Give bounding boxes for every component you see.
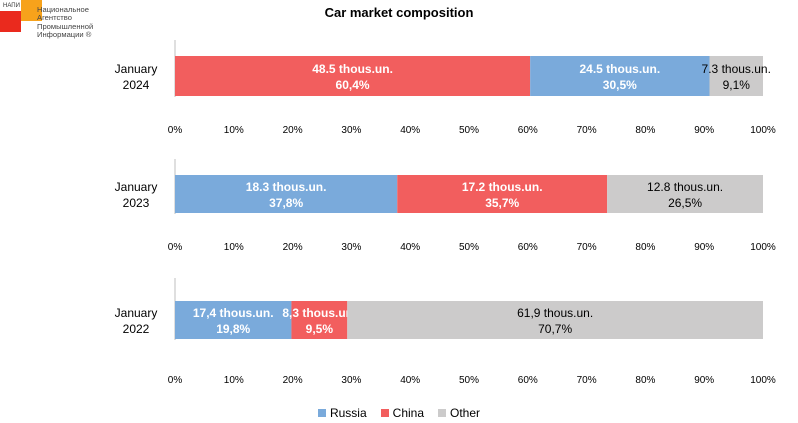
legend-label: Russia — [329, 406, 367, 420]
data-label-value: 61,9 thous.un. — [517, 306, 593, 320]
x-tick-label: 90% — [694, 125, 714, 136]
bar-segment-russia — [530, 56, 710, 96]
x-tick-label: 100% — [750, 375, 776, 386]
chart-title: Car market composition — [324, 5, 474, 20]
legend-item-russia: Russia — [317, 406, 367, 420]
logo-name-line: Информации ® — [37, 29, 92, 39]
stacked-bar-chart: January 2024 48.5 thous.un. 60,4% 24.5 thous… — [115, 40, 776, 386]
x-tick-label: 90% — [694, 242, 714, 253]
x-tick-label: 0% — [168, 125, 183, 136]
x-tick-label: 70% — [577, 125, 597, 136]
bar-segment-russia — [175, 301, 292, 339]
x-tick-label: 60% — [518, 125, 538, 136]
legend-swatch-russia — [317, 409, 326, 417]
data-label-value: 17.2 thous.un. — [462, 180, 543, 194]
category-label: January — [115, 180, 158, 194]
x-tick-label: 20% — [283, 375, 303, 386]
logo-name: Национальное Агентство Промышленной Инфо… — [37, 5, 117, 39]
data-label-percent: 35,7% — [485, 196, 519, 210]
data-label-value: 8,3 thous.un. — [282, 306, 356, 320]
logo-name-line: Агентство — [37, 13, 72, 23]
x-tick-label: 60% — [518, 242, 538, 253]
napi-logo: НАПИ Национальное Агентство Промышленной… — [0, 0, 110, 40]
data-label-percent: 26,5% — [668, 196, 702, 210]
legend-swatch-china — [380, 409, 389, 417]
bar-segment-china — [397, 175, 608, 213]
x-tick-label: 90% — [694, 375, 714, 386]
data-label-percent: 70,7% — [538, 322, 572, 336]
data-label-value: 24.5 thous.un. — [579, 62, 660, 76]
x-tick-label: 10% — [224, 242, 244, 253]
data-label-value: 17,4 thous.un. — [193, 306, 274, 320]
x-tick-label: 40% — [400, 375, 420, 386]
data-label-percent: 37,8% — [269, 196, 303, 210]
legend-label: Other — [450, 406, 481, 420]
x-tick-label: 30% — [341, 375, 361, 386]
x-tick-label: 30% — [341, 242, 361, 253]
logo-red-square — [0, 11, 21, 32]
x-tick-label: 100% — [750, 125, 776, 136]
x-tick-label: 20% — [283, 125, 303, 136]
data-label-percent: 19,8% — [216, 322, 250, 336]
legend-item-china: China — [380, 406, 425, 420]
logo-orange-square — [21, 0, 42, 21]
logo-name-line: Национальное — [37, 5, 89, 14]
data-label-percent: 30,5% — [603, 78, 637, 92]
bar-segment-other — [709, 56, 763, 96]
bar-segment-china — [175, 56, 531, 96]
x-tick-label: 80% — [635, 125, 655, 136]
data-label-percent: 60,4% — [336, 78, 370, 92]
category-label: January — [115, 306, 158, 320]
x-tick-label: 20% — [283, 242, 303, 253]
logo-abbreviation: НАПИ — [3, 3, 20, 9]
x-tick-label: 70% — [577, 242, 597, 253]
logo-name-line: Промышленной — [37, 21, 94, 31]
x-tick-label: 40% — [400, 242, 420, 253]
bar-segment-other — [607, 175, 763, 213]
x-tick-label: 80% — [635, 242, 655, 253]
data-label-value: 12.8 thous.un. — [647, 180, 723, 194]
data-label-percent: 9,5% — [306, 322, 334, 336]
x-tick-label: 0% — [168, 375, 183, 386]
x-tick-label: 30% — [341, 125, 361, 136]
category-label: January — [115, 62, 158, 76]
data-label-percent: 9,1% — [723, 78, 751, 92]
x-tick-label: 10% — [224, 125, 244, 136]
data-label-value: 48.5 thous.un. — [312, 62, 393, 76]
chart-legend: Russia China Other — [0, 406, 798, 420]
x-tick-label: 10% — [224, 375, 244, 386]
x-tick-label: 80% — [635, 375, 655, 386]
x-tick-label: 50% — [459, 375, 479, 386]
bar-segment-other — [347, 301, 763, 339]
data-label-value: 7.3 thous.un. — [702, 62, 771, 76]
bar-segment-china — [291, 301, 348, 339]
x-tick-label: 40% — [400, 125, 420, 136]
category-label: 2024 — [123, 78, 150, 92]
x-tick-label: 70% — [577, 375, 597, 386]
x-tick-label: 60% — [518, 375, 538, 386]
x-tick-label: 0% — [168, 242, 183, 253]
data-label-value: 18.3 thous.un. — [246, 180, 327, 194]
legend-item-other: Other — [438, 406, 480, 420]
x-tick-label: 50% — [459, 125, 479, 136]
category-label: 2023 — [123, 196, 150, 210]
x-tick-label: 100% — [750, 242, 776, 253]
legend-label: China — [392, 406, 425, 420]
legend-swatch-other — [438, 409, 447, 417]
bar-segment-russia — [175, 175, 398, 213]
x-tick-label: 50% — [459, 242, 479, 253]
category-label: 2022 — [123, 322, 150, 336]
